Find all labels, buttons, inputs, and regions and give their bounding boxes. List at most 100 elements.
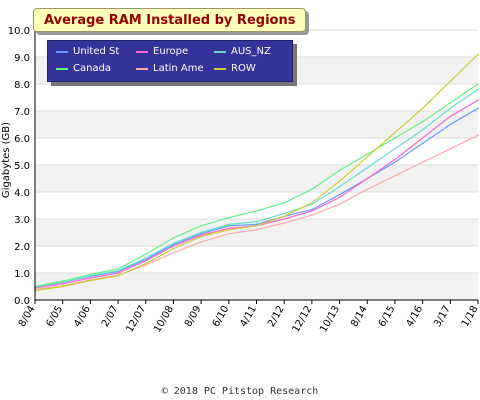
data-point	[144, 260, 147, 262]
data-point	[421, 107, 424, 110]
data-point	[311, 210, 313, 212]
data-point	[338, 193, 341, 196]
x-tick-label: 4/06	[72, 304, 93, 329]
data-point	[283, 202, 285, 204]
legend-item: ROW	[214, 63, 256, 74]
data-point	[394, 137, 396, 139]
data-point	[144, 264, 147, 266]
data-point	[421, 142, 424, 145]
legend-swatch	[214, 50, 226, 53]
legend-item: AUS_NZ	[214, 46, 271, 57]
data-point	[89, 273, 92, 276]
data-point	[421, 121, 424, 123]
legend-label: AUS_NZ	[231, 46, 271, 57]
data-point	[172, 243, 175, 246]
data-point	[89, 274, 92, 277]
data-point	[228, 223, 230, 226]
x-tick-label: 8/09	[183, 304, 204, 329]
plot-band	[35, 219, 478, 246]
data-point	[255, 229, 258, 231]
data-point	[255, 224, 258, 227]
data-point	[117, 272, 119, 274]
y-tick-label: 9.0	[14, 53, 30, 64]
data-point	[255, 223, 258, 226]
data-point	[311, 202, 313, 204]
data-point	[449, 107, 452, 110]
data-point	[449, 80, 452, 83]
series-lines	[34, 53, 479, 292]
data-point	[61, 285, 64, 288]
y-tick-label: 1.0	[14, 269, 30, 280]
x-tick-label: 3/17	[432, 304, 453, 329]
y-tick-label: 7.0	[14, 107, 30, 118]
y-tick-label: 10.0	[8, 26, 30, 37]
data-point	[338, 185, 341, 188]
data-point	[449, 123, 452, 126]
x-tick-label: 12/12	[291, 304, 315, 334]
x-tick-label: 4/16	[404, 304, 425, 329]
y-tick-label: 2.0	[14, 242, 30, 253]
data-point	[228, 229, 230, 231]
y-tick-label: 3.0	[14, 215, 30, 226]
data-point	[394, 148, 396, 150]
data-point	[172, 245, 175, 247]
data-point	[117, 270, 119, 272]
legend-label: Latin Ame	[153, 63, 204, 74]
data-point	[421, 161, 424, 164]
legend-item: United St	[56, 46, 119, 57]
copyright-footer: © 2018 PC Pitstop Research	[161, 386, 319, 397]
x-tick-label: 10/13	[318, 304, 342, 334]
data-point	[338, 180, 341, 182]
plot-band	[35, 84, 478, 111]
legend-swatch	[56, 50, 68, 53]
data-point	[172, 237, 175, 239]
data-point	[477, 83, 479, 85]
y-tick-label: 6.0	[14, 134, 30, 145]
data-point	[394, 131, 396, 134]
x-tick-label: 2/07	[100, 304, 121, 329]
plot-band	[35, 165, 478, 192]
data-point	[144, 253, 147, 255]
data-point	[477, 107, 479, 110]
x-tick-label: 2/12	[266, 304, 287, 329]
axes	[34, 30, 479, 304]
data-point	[311, 208, 313, 211]
plot-band	[35, 192, 478, 219]
data-point	[477, 99, 479, 101]
data-point	[421, 129, 424, 131]
legend-swatch	[214, 67, 226, 70]
legend-label: ROW	[231, 63, 256, 74]
data-point	[366, 177, 369, 180]
data-point	[172, 242, 175, 245]
data-point	[117, 268, 119, 270]
x-tick-label: 8/14	[349, 304, 370, 329]
data-point	[394, 161, 396, 164]
y-tick-label: 5.0	[14, 161, 30, 172]
y-tick-labels: 0.0 1.0 2.0 3.0 4.0 5.0 6.0 7.0 8.0 9.0 10.0	[8, 26, 30, 307]
x-tick-label: 6/10	[211, 304, 232, 329]
chart-title: Average RAM Installed by Regions	[44, 12, 296, 28]
data-point	[449, 115, 452, 118]
data-point	[89, 279, 92, 282]
y-tick-label: 0.0	[14, 296, 30, 307]
data-point	[200, 234, 202, 236]
data-point	[311, 214, 313, 216]
data-point	[200, 224, 202, 227]
data-point	[61, 283, 64, 285]
data-point	[366, 156, 369, 158]
data-point	[144, 258, 147, 261]
data-point	[228, 233, 230, 235]
data-point	[200, 231, 202, 234]
data-point	[311, 188, 313, 191]
legend: United St Europe AUS_NZ Canada Latin Ame…	[47, 40, 293, 82]
data-point	[394, 175, 396, 177]
chart-title-box: Average RAM Installed by Regions	[33, 8, 307, 32]
x-tick-label: 8/04	[17, 304, 38, 329]
y-axis-label: Gigabytes (GB)	[1, 122, 12, 198]
data-point	[338, 203, 341, 205]
x-tick-label: 1/18	[460, 304, 480, 329]
data-point	[172, 251, 175, 254]
data-point	[394, 158, 396, 161]
data-point	[228, 216, 230, 219]
y-tick-label: 4.0	[14, 188, 30, 199]
